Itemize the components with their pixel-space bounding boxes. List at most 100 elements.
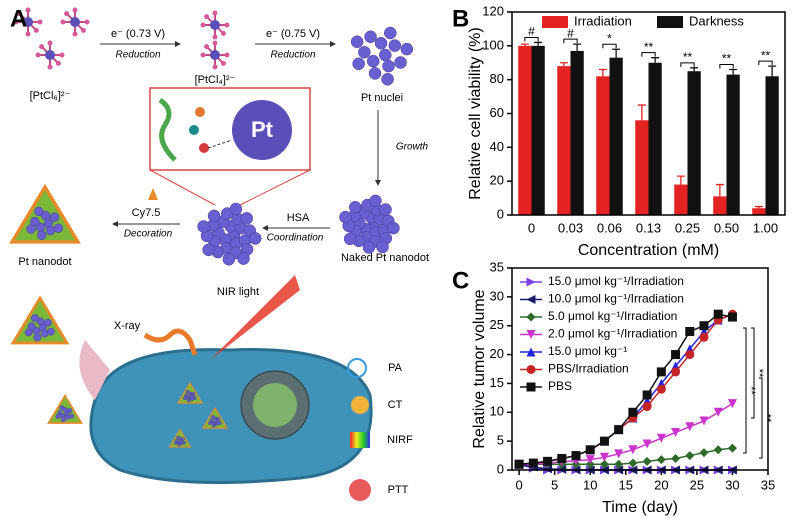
arrow-head bbox=[262, 225, 268, 231]
pt-atom bbox=[364, 30, 377, 44]
panel-label: B bbox=[452, 5, 469, 32]
atom bbox=[45, 50, 55, 60]
error-bar bbox=[729, 68, 738, 75]
bar bbox=[752, 208, 766, 215]
x-axis-title: Time (day) bbox=[602, 499, 678, 516]
atom bbox=[200, 22, 206, 28]
arrow-head bbox=[375, 180, 381, 186]
significance-label: ** bbox=[644, 40, 654, 54]
atom bbox=[72, 7, 78, 13]
atom bbox=[224, 52, 230, 58]
pt-atom bbox=[173, 441, 178, 445]
atom bbox=[220, 30, 226, 36]
pt-atom bbox=[49, 212, 60, 222]
bar bbox=[635, 120, 649, 215]
label: PA bbox=[388, 362, 403, 374]
pt-atom bbox=[181, 437, 185, 441]
pt-atom bbox=[211, 423, 216, 428]
error-bar bbox=[559, 62, 568, 67]
marker bbox=[685, 350, 695, 360]
pt-atom bbox=[366, 54, 380, 68]
atom bbox=[200, 52, 206, 58]
atom bbox=[13, 19, 19, 25]
bar bbox=[557, 66, 571, 215]
y-tick-label: 30 bbox=[490, 288, 504, 303]
bar bbox=[531, 45, 545, 216]
marker bbox=[543, 456, 553, 466]
axes-frame bbox=[511, 11, 786, 216]
pt-atom bbox=[47, 327, 55, 336]
pt-atom bbox=[33, 333, 42, 342]
x-tick-label: 20 bbox=[654, 477, 668, 492]
bar bbox=[570, 50, 584, 216]
legend-label: 2.0 μmol kg⁻¹/Irradiation bbox=[548, 327, 677, 341]
label: CT bbox=[388, 399, 403, 411]
pt-atom bbox=[343, 232, 357, 246]
atom bbox=[189, 125, 199, 135]
pt-atom bbox=[30, 216, 40, 227]
bar bbox=[648, 62, 662, 215]
marker bbox=[671, 350, 681, 360]
ct-icon bbox=[351, 396, 369, 414]
significance-label: # bbox=[528, 25, 535, 39]
label: Reduction bbox=[115, 50, 160, 61]
legend-marker bbox=[526, 347, 536, 357]
illustration bbox=[9, 7, 414, 501]
significance-label: # bbox=[567, 26, 574, 40]
marker bbox=[571, 451, 581, 461]
significance-label: ** bbox=[753, 369, 765, 378]
x-tick-label: 0.13 bbox=[636, 220, 661, 235]
error-bar bbox=[534, 41, 543, 46]
pt-atom bbox=[222, 252, 236, 266]
atom bbox=[212, 10, 218, 16]
marker bbox=[585, 459, 595, 469]
marker bbox=[585, 455, 595, 465]
legend-label: 5.0 μmol kg⁻¹/Irradiation bbox=[548, 309, 677, 323]
atom bbox=[84, 19, 90, 25]
error-bar bbox=[520, 43, 529, 46]
significance-label: ** bbox=[722, 52, 732, 66]
marker bbox=[543, 464, 553, 474]
legend-marker bbox=[526, 277, 536, 287]
atom bbox=[35, 52, 41, 58]
error-bar bbox=[690, 67, 699, 72]
bar bbox=[596, 76, 610, 216]
marker bbox=[685, 326, 695, 336]
atom bbox=[37, 19, 43, 25]
pt-atom bbox=[185, 390, 190, 394]
marker bbox=[699, 321, 709, 331]
legend-label: 15.0 μmol kg⁻¹/Irradiation bbox=[548, 274, 684, 288]
legend-marker bbox=[526, 330, 536, 339]
marker bbox=[671, 367, 681, 377]
marker bbox=[671, 453, 681, 463]
pt-atom bbox=[59, 405, 65, 411]
x-tick-label: 0.50 bbox=[714, 220, 739, 235]
series-line bbox=[519, 313, 733, 465]
nir-beam bbox=[210, 275, 300, 360]
atom bbox=[199, 143, 209, 153]
x-tick-label: 0 bbox=[528, 220, 535, 235]
atom bbox=[17, 11, 23, 17]
error-bar bbox=[612, 48, 621, 58]
axes-frame bbox=[511, 267, 769, 471]
pt-atom bbox=[210, 415, 215, 419]
marker bbox=[642, 456, 652, 466]
significance-label: ** bbox=[761, 48, 771, 62]
atom bbox=[195, 107, 205, 117]
legend-swatch bbox=[542, 16, 568, 28]
pt-atom bbox=[394, 56, 407, 69]
atom bbox=[204, 44, 210, 50]
legend-label: Irradiation bbox=[574, 13, 632, 28]
y-tick-label: 25 bbox=[490, 317, 504, 332]
legend-marker bbox=[526, 312, 536, 322]
marker bbox=[656, 433, 666, 443]
pt-atom bbox=[202, 243, 215, 257]
pt-atom bbox=[207, 209, 221, 223]
atom bbox=[212, 34, 218, 40]
pt-atom bbox=[237, 252, 250, 265]
pt-atom bbox=[53, 223, 63, 233]
bar bbox=[726, 74, 740, 215]
panel-a-text: A [PtCl₆]²⁻ e⁻ (0.73 V) Reduction [PtCl₄… bbox=[10, 5, 469, 496]
legend-marker bbox=[526, 382, 536, 392]
label: [PtCl₄]²⁻ bbox=[195, 74, 236, 86]
